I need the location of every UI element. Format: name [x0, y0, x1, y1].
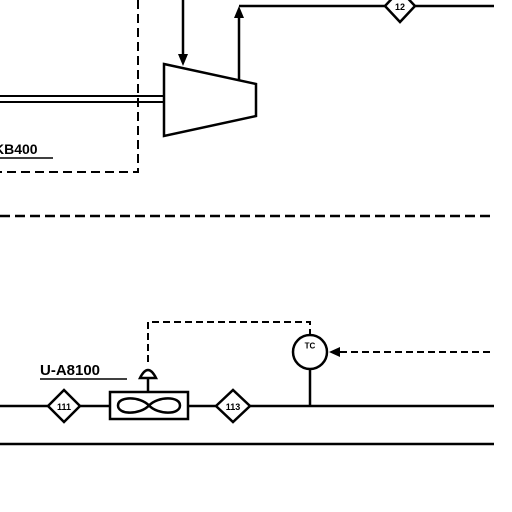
- stream-tag-diamond-top: [383, 0, 417, 24]
- stream-tag-left: 111: [57, 402, 71, 412]
- compressor-symbol: [162, 62, 258, 138]
- outlet-arrow-icon: [234, 6, 244, 18]
- fan-label: U-A8100: [40, 362, 100, 379]
- controller-label: TC: [305, 342, 316, 351]
- inlet-arrow-icon: [178, 54, 188, 66]
- compressor-section: 12 KB400: [0, 0, 494, 173]
- stream-tag-diamond-left: [46, 388, 82, 424]
- fan-actuator-icon: [137, 368, 159, 380]
- temperature-controller-icon: [291, 333, 329, 371]
- compressor-package-boundary: [0, 0, 139, 173]
- fan-icon: [116, 397, 182, 414]
- stream-tag-diamond-right: [214, 388, 252, 424]
- setpoint-arrow-icon: [329, 347, 340, 357]
- fan-section: 111 U-A8100 113 TC: [0, 321, 494, 446]
- control-signal-line: [147, 321, 311, 362]
- stream-tag-top: 12: [395, 2, 405, 12]
- stream-tag-right: 113: [226, 402, 241, 412]
- compressor-label: KB400: [0, 141, 38, 157]
